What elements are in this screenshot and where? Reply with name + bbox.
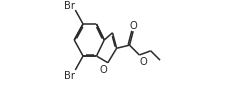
Text: Br: Br [64,1,75,11]
Text: O: O [100,64,107,74]
Text: Br: Br [64,70,75,80]
Text: O: O [140,57,148,66]
Text: O: O [129,21,137,31]
